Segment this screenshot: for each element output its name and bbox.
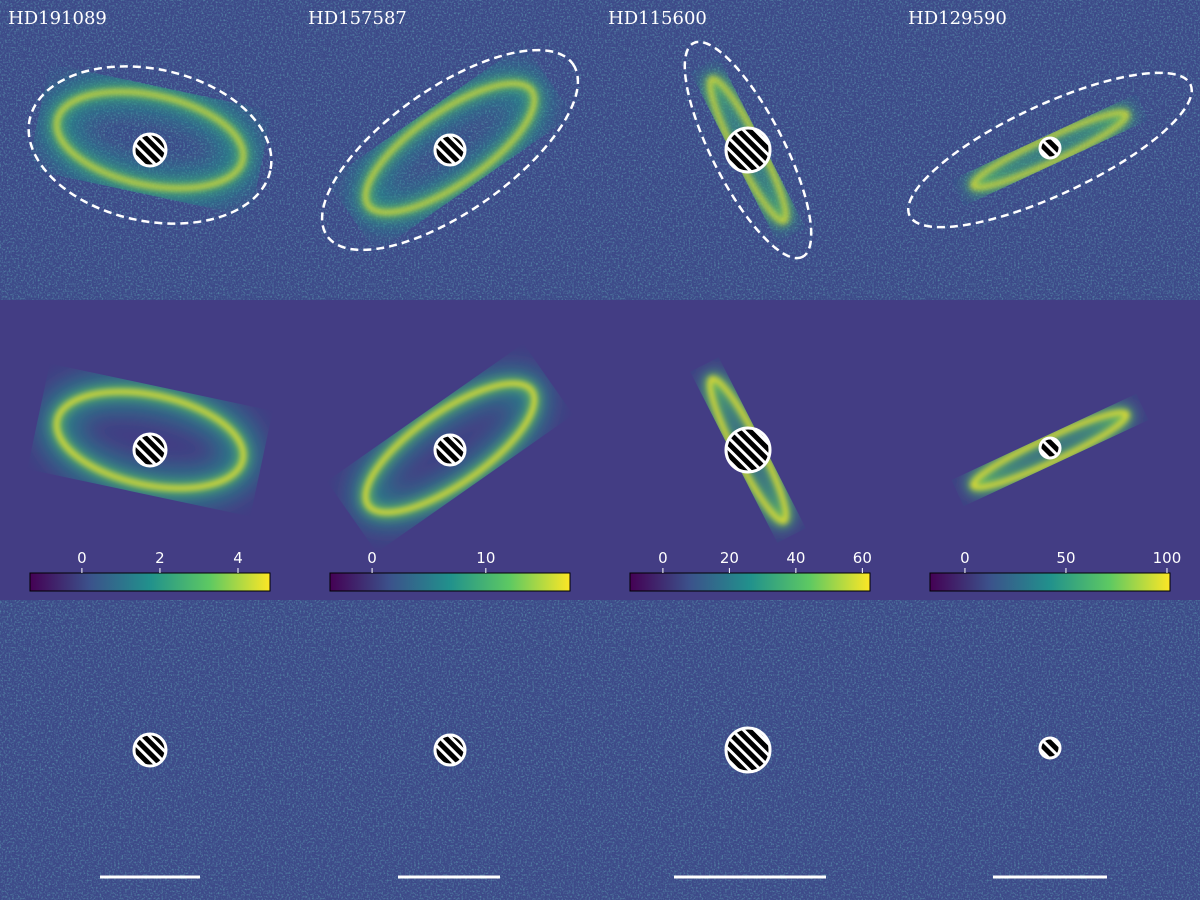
dashed-ellipse xyxy=(320,48,580,252)
panel-content xyxy=(600,600,900,900)
disk-core xyxy=(363,81,537,215)
coronagraph-mask xyxy=(132,732,168,768)
panel-content: 0 10 xyxy=(300,300,600,600)
colorbar-tick-label: 100 xyxy=(1153,549,1182,567)
colorbar-tick-label: 60 xyxy=(853,549,872,567)
colorbar xyxy=(329,572,571,592)
image-panel xyxy=(900,600,1200,900)
colorbar-tick-label: 4 xyxy=(233,549,243,567)
coronagraph-mask xyxy=(724,426,772,474)
coronagraph-mask xyxy=(1038,136,1062,160)
image-panel: HD191089 xyxy=(0,0,300,300)
coronagraph-mask xyxy=(433,433,467,467)
panel-content: HD129590 xyxy=(900,0,1200,300)
image-panel: HD115600 xyxy=(600,0,900,300)
image-panel: HD157587 xyxy=(300,0,600,300)
panel-content: HD191089 xyxy=(0,0,300,300)
colorbar-tick-label: 20 xyxy=(720,549,739,567)
disk-core xyxy=(363,381,537,515)
dashed-ellipse xyxy=(906,71,1194,229)
panel-content: HD157587 xyxy=(300,0,600,300)
colorbar-tick-label: 0 xyxy=(367,549,377,567)
image-panel: 0 20 40 60 xyxy=(600,300,900,600)
colorbar xyxy=(929,572,1171,592)
panel-content: 0 50 100 xyxy=(900,300,1200,600)
colorbar-tick-label: 40 xyxy=(786,549,805,567)
colorbar-tick-label: 2 xyxy=(155,549,165,567)
coronagraph-mask xyxy=(724,126,772,174)
panel-content: HD115600 xyxy=(600,0,900,300)
panel-content xyxy=(300,600,600,900)
colorbar-tick-label: 50 xyxy=(1056,549,1075,567)
panel-title: HD157587 xyxy=(308,8,407,29)
image-panel xyxy=(0,600,300,900)
coronagraph-mask xyxy=(433,733,467,767)
colorbar-tick-label: 0 xyxy=(960,549,970,567)
disk-core xyxy=(54,89,246,191)
panel-content xyxy=(0,600,300,900)
dashed-ellipse xyxy=(683,40,813,260)
image-panel xyxy=(300,600,600,900)
colorbar xyxy=(629,572,871,592)
colorbar-tick-label: 10 xyxy=(476,549,495,567)
image-panel: HD129590 xyxy=(900,0,1200,300)
panel-title: HD129590 xyxy=(908,8,1007,29)
image-panel xyxy=(600,600,900,900)
coronagraph-mask xyxy=(433,133,467,167)
coronagraph-mask xyxy=(132,132,168,168)
coronagraph-mask xyxy=(132,432,168,468)
panel-content: 0 20 40 60 xyxy=(600,300,900,600)
disk-core xyxy=(54,389,246,491)
panel-content xyxy=(900,600,1200,900)
dashed-ellipse xyxy=(27,65,273,225)
colorbar xyxy=(29,572,271,592)
coronagraph-mask xyxy=(1038,436,1062,460)
colorbar-tick-label: 0 xyxy=(658,549,668,567)
panel-title: HD115600 xyxy=(608,8,707,29)
image-panel: 0 10 xyxy=(300,300,600,600)
panel-title: HD191089 xyxy=(8,8,107,29)
coronagraph-mask xyxy=(724,726,772,774)
panel-content: 0 2 4 xyxy=(0,300,300,600)
image-panel: 0 2 4 xyxy=(0,300,300,600)
coronagraph-mask xyxy=(1038,736,1062,760)
colorbar-tick-label: 0 xyxy=(77,549,87,567)
image-panel: 0 50 100 xyxy=(900,300,1200,600)
